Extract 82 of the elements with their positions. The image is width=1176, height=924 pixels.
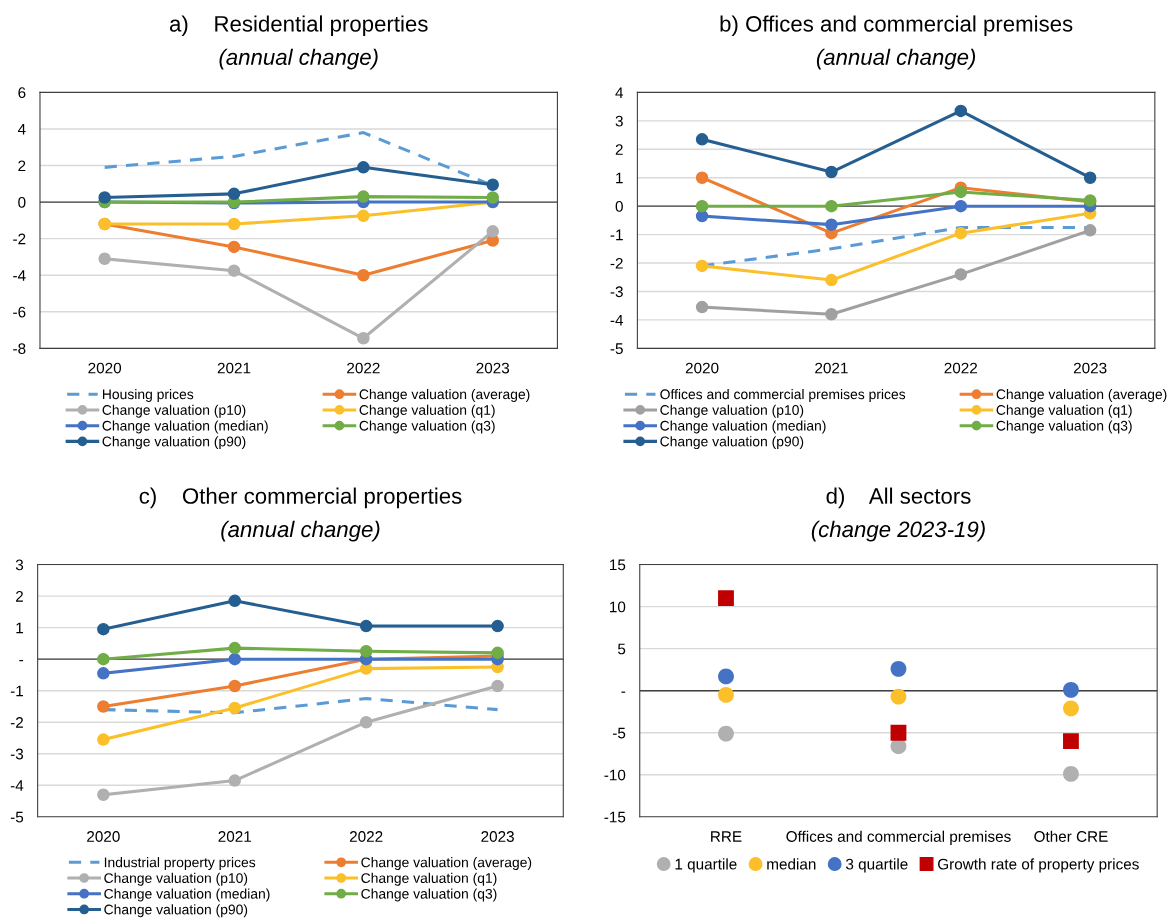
y-tick-label: -3 <box>10 748 24 760</box>
x-tick-label: RRE <box>711 831 742 842</box>
chart-title: a) Residential properties <box>169 15 428 37</box>
y-tick-label: -4 <box>13 270 26 281</box>
y-tick-label: -4 <box>610 314 624 326</box>
chart-title: c) Other commercial properties <box>139 487 462 509</box>
y-tick-label: -4 <box>10 780 24 791</box>
y-tick-label: 5 <box>617 643 626 655</box>
x-tick-label: 2021 <box>815 362 848 374</box>
y-tick-label: 3 <box>15 559 24 571</box>
x-tick-label: 2023 <box>481 831 514 842</box>
y-tick-label: 2 <box>18 160 26 172</box>
y-tick-label: - <box>621 691 626 693</box>
y-tick-label: -2 <box>13 233 26 245</box>
legend-label: Change valuation (average) <box>361 857 532 871</box>
y-tick-label: -5 <box>612 727 626 739</box>
x-tick-label: Other CRE <box>1034 830 1108 842</box>
y-tick-label: -3 <box>610 286 623 298</box>
x-tick-label: 2023 <box>476 362 510 374</box>
legend-label: Change valuation (average) <box>359 389 530 402</box>
y-tick-label: 1 <box>616 172 623 184</box>
legend-label: Offices and commercial premises prices <box>660 389 906 402</box>
legend-label: Change valuation (p90) <box>102 436 246 450</box>
y-tick-label: -2 <box>610 257 623 269</box>
y-tick-label: 2 <box>615 144 623 155</box>
y-tick-label: -5 <box>10 811 24 823</box>
x-tick-label: 2021 <box>218 831 252 842</box>
legend-label: Housing prices <box>102 389 194 402</box>
legend-label: Change valuation (median) <box>660 420 826 434</box>
chart-title: b) Offices and commercial premises <box>720 15 1073 37</box>
y-tick-label: 0 <box>615 201 623 212</box>
legend-label: median <box>767 858 816 870</box>
y-tick-label: 4 <box>17 123 26 135</box>
legend-label: Change valuation (median) <box>104 888 270 902</box>
legend-label: Growth rate of property prices <box>938 858 1139 873</box>
x-tick-label: 2020 <box>88 362 122 374</box>
y-tick-label: -6 <box>13 306 26 318</box>
y-tick-label: 15 <box>610 559 626 571</box>
y-tick-label: -8 <box>13 343 26 355</box>
legend-label: Change valuation (p10) <box>102 404 246 418</box>
legend-label: 1 quartile <box>675 858 737 873</box>
y-tick-label: -10 <box>604 769 626 781</box>
legend-label: Change valuation (median) <box>102 420 268 434</box>
x-tick-label: 2022 <box>944 362 978 374</box>
legend-label: Change valuation (p10) <box>660 404 804 418</box>
y-tick-label: 4 <box>615 87 624 98</box>
y-tick-label: 6 <box>18 87 26 99</box>
x-tick-label: 2020 <box>685 362 719 374</box>
chart-subtitle: (change 2023-19) <box>811 520 985 542</box>
legend-label: Change valuation (p90) <box>660 436 804 450</box>
chart-title: d) All sectors <box>826 487 971 509</box>
legend-label: Change valuation (q1) <box>359 404 495 418</box>
y-tick-label: 0 <box>18 196 26 208</box>
y-tick-label: -15 <box>604 811 626 823</box>
x-tick-label: 2022 <box>347 362 380 374</box>
x-tick-label: Offices and commercial premises <box>786 830 1011 845</box>
y-tick-label: 10 <box>610 601 626 613</box>
y-tick-label: - <box>19 660 24 662</box>
legend-label: Change valuation (p10) <box>104 872 248 886</box>
y-tick-label: 1 <box>16 622 23 634</box>
y-tick-label: -1 <box>10 685 23 697</box>
legend-label: Change valuation (q3) <box>359 420 495 434</box>
y-tick-label: -2 <box>10 717 23 728</box>
y-tick-label: -5 <box>610 343 623 355</box>
chart-subtitle: (annual change) <box>219 48 378 70</box>
legend-label: Change valuation (average) <box>996 389 1167 402</box>
legend-label: Change valuation (p90) <box>104 904 248 918</box>
legend-label: Change valuation (q3) <box>996 420 1132 434</box>
chart-subtitle: (annual change) <box>221 520 380 542</box>
y-tick-label: 2 <box>16 590 23 602</box>
x-tick-label: 2021 <box>217 362 251 374</box>
y-tick-label: -1 <box>610 229 623 241</box>
legend-label: Change valuation (q3) <box>361 888 497 902</box>
legend-label: Change valuation (q1) <box>361 872 497 886</box>
x-tick-label: 2022 <box>349 831 383 842</box>
legend-label: Industrial property prices <box>104 857 256 871</box>
x-tick-label: 2020 <box>87 831 120 842</box>
chart-subtitle: (annual change) <box>816 48 976 70</box>
legend-label: 3 quartile <box>845 858 908 873</box>
y-tick-label: 3 <box>615 115 623 127</box>
x-tick-label: 2023 <box>1073 362 1107 374</box>
legend-label: Change valuation (q1) <box>996 404 1132 418</box>
